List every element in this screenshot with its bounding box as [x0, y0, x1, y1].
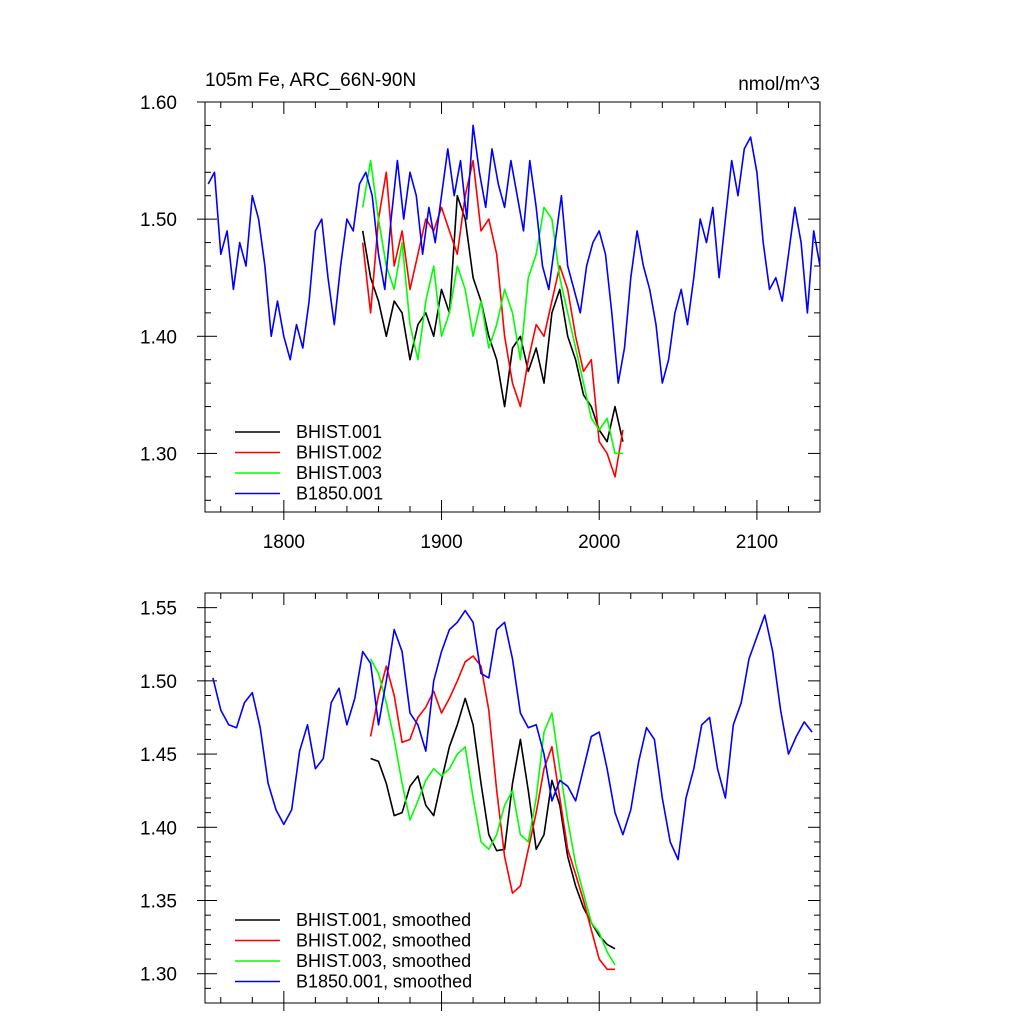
legend-label: BHIST.002, smoothed [296, 931, 471, 951]
y-tick-label: 1.45 [140, 745, 177, 766]
x-tick-label: 2000 [578, 532, 620, 553]
y-tick-label: 1.55 [140, 599, 177, 620]
series-line [361, 159, 624, 478]
legend-label: BHIST.003 [296, 463, 382, 483]
legend-label: BHIST.003, smoothed [296, 951, 471, 971]
y-tick-label: 1.30 [140, 444, 177, 465]
legend-label: BHIST.002 [296, 443, 382, 463]
y-tick-label: 1.35 [140, 892, 177, 913]
y-tick-label: 1.40 [140, 818, 177, 839]
legend-label: B1850.001 [296, 484, 383, 504]
y-tick-label: 1.60 [140, 93, 177, 114]
bottom-panel: 1.30 1.35 1.40 1.45 1.50 1.55 BHIST.001, smoot… [140, 592, 821, 1011]
plot-frame [204, 101, 821, 513]
x-tick-label: 1900 [420, 532, 462, 553]
series-line [212, 609, 813, 861]
y-tick-label: 1.50 [140, 672, 177, 693]
series-line [361, 194, 624, 443]
series-line [361, 159, 623, 455]
series-line [369, 655, 615, 971]
y-tick-label: 1.40 [140, 327, 177, 348]
chart-title: 105m Fe, ARC_66N-90N [205, 70, 416, 91]
chart-units: nmol/m^3 [738, 74, 820, 95]
series-line [369, 658, 616, 966]
x-tick-label: 2100 [736, 532, 778, 553]
y-tick-label: 1.50 [140, 210, 177, 231]
series-line [207, 124, 821, 384]
legend-label: BHIST.001, smoothed [296, 910, 471, 930]
y-tick-label: 1.30 [140, 965, 177, 986]
legend-label: BHIST.001 [296, 422, 382, 442]
legend-label: B1850.001, smoothed [296, 972, 472, 992]
top-panel: 1800 1900 2000 2100 1.30 1.40 1.50 1.60 105m Fe,… [140, 70, 821, 553]
x-tick-label: 1800 [263, 532, 305, 553]
